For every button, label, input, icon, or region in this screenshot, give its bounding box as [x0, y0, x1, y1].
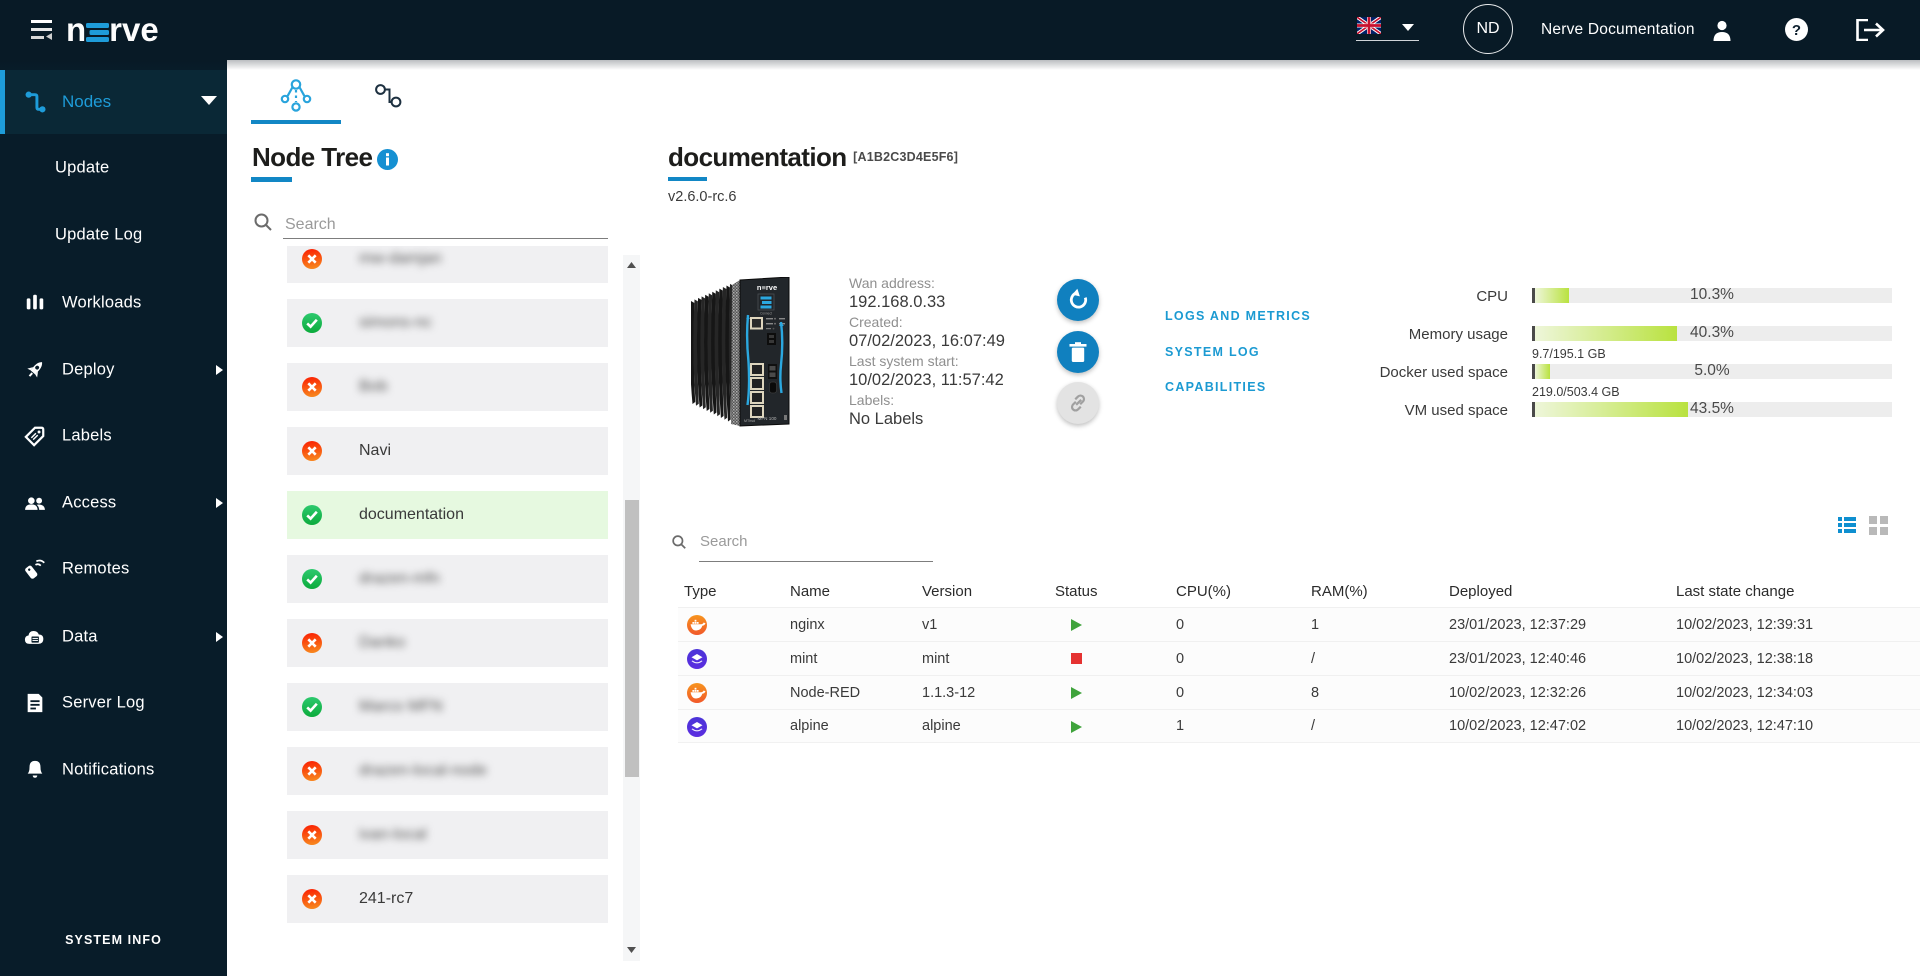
svg-text:MFN 100: MFN 100: [758, 416, 777, 421]
svg-text:MThsd: MThsd: [744, 419, 755, 423]
svg-text:Connect: Connect: [760, 312, 772, 316]
svg-text:n≡rve: n≡rve: [757, 283, 777, 292]
svg-text:?: ?: [1792, 22, 1801, 39]
